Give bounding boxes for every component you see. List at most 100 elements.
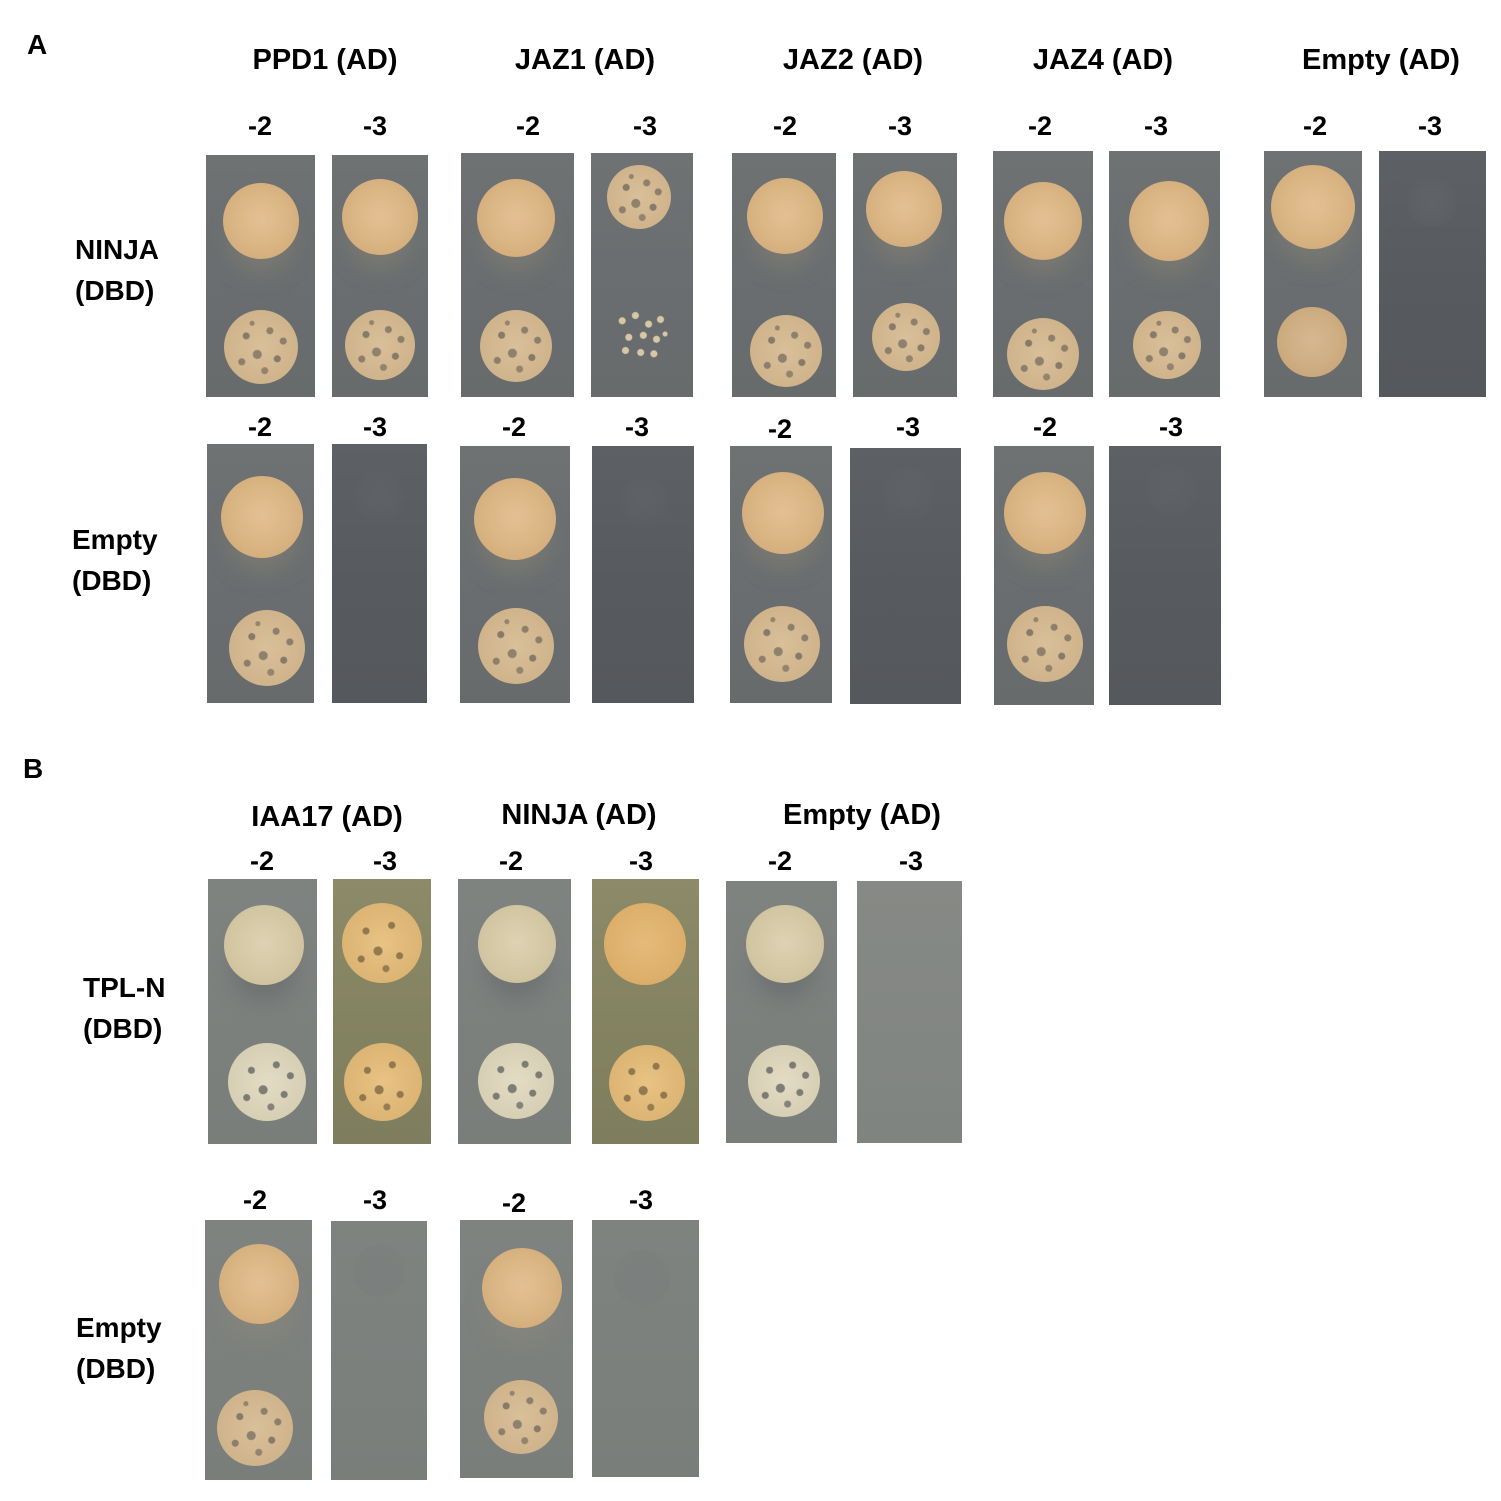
yeast-colony-spot	[224, 310, 298, 384]
yeast-colony-spot	[1271, 165, 1355, 249]
yeast-colony-spot	[474, 478, 556, 560]
dilution-label: -3	[362, 111, 388, 141]
dilution-label: -3	[1158, 412, 1184, 442]
yeast-colony-spot	[620, 476, 670, 526]
yeast-strip	[993, 151, 1093, 397]
yeast-colony-spot	[748, 1045, 820, 1117]
yeast-strip	[1264, 151, 1362, 397]
panel-b-column-title-iaa17: IAA17 (AD)	[251, 801, 403, 833]
dilution-label: -2	[242, 1185, 268, 1215]
yeast-colony-spot	[229, 610, 305, 686]
yeast-strip	[333, 879, 431, 1144]
yeast-colony-spot	[1133, 311, 1201, 379]
yeast-colony-spot	[750, 315, 822, 387]
yeast-colony-spot	[1004, 182, 1082, 260]
yeast-strip	[592, 879, 699, 1144]
yeast-colony-spot	[746, 905, 824, 983]
dilution-label: -2	[249, 846, 275, 876]
yeast-colony-spot	[484, 1380, 558, 1454]
yeast-strip	[1109, 151, 1220, 397]
yeast-strip	[208, 879, 317, 1144]
yeast-colony-spot	[866, 171, 942, 247]
yeast-colony-spot	[604, 903, 686, 985]
panel-b-column-title-empty: Empty (AD)	[783, 799, 941, 831]
panel-a-column-title-jaz1: JAZ1 (AD)	[514, 44, 656, 76]
yeast-strip	[460, 1220, 573, 1478]
dilution-label: -2	[1032, 412, 1058, 442]
yeast-colony-spot	[882, 468, 934, 520]
dilution-label: -2	[1302, 111, 1328, 141]
panel-a-row-label-empty: Empty (DBD)	[72, 524, 158, 596]
yeast-colony-spot	[342, 179, 418, 255]
yeast-strip	[1379, 151, 1486, 397]
yeast-colony-spot	[747, 178, 823, 254]
panel-a-column-title-empty: Empty (AD)	[1302, 44, 1460, 76]
yeast-colony-spot	[477, 179, 555, 257]
dilution-label: -2	[501, 412, 527, 442]
dilution-label: -3	[1417, 111, 1443, 141]
yeast-colony-spot	[478, 905, 556, 983]
yeast-strip	[853, 153, 957, 397]
panel-b-column-title-ninja: NINJA (AD)	[501, 799, 657, 831]
yeast-strip	[994, 446, 1094, 705]
yeast-colony-spot	[609, 1045, 685, 1121]
yeast-colony-spot	[1007, 606, 1083, 682]
yeast-colony-spot	[217, 1390, 293, 1466]
yeast-colony-spot	[1004, 472, 1086, 554]
dilution-label: -2	[247, 412, 273, 442]
yeast-strip	[730, 446, 832, 703]
yeast-strip	[332, 155, 428, 397]
dilution-label: -3	[372, 846, 398, 876]
yeast-colony-spot	[345, 310, 415, 380]
panel-b-row-label-tpl-n: TPL-N (DBD)	[83, 972, 166, 1044]
yeast-strip	[732, 153, 836, 397]
dilution-label: -2	[1027, 111, 1053, 141]
dilution-label: -3	[895, 412, 921, 442]
yeast-colony-spot	[1145, 464, 1197, 516]
dilution-label: -3	[898, 846, 924, 876]
yeast-strip	[458, 879, 571, 1144]
dilution-label: -3	[362, 412, 388, 442]
yeast-strip	[205, 1220, 312, 1480]
yeast-colony-spot	[342, 903, 422, 983]
dilution-label: -2	[515, 111, 541, 141]
yeast-strip	[460, 446, 570, 703]
panel-b-row-label-empty: Empty (DBD)	[76, 1312, 162, 1384]
yeast-strip	[726, 881, 837, 1143]
dilution-label: -3	[1143, 111, 1169, 141]
panel-a-column-title-jaz2: JAZ2 (AD)	[782, 44, 924, 76]
dilution-label: -3	[624, 412, 650, 442]
panel-a-column-title-ppd1: PPD1 (AD)	[252, 44, 398, 76]
dilution-label: -2	[498, 846, 524, 876]
dilution-label: -2	[767, 846, 793, 876]
dilution-label: -3	[628, 1185, 654, 1215]
yeast-colony-spot	[1407, 177, 1457, 227]
yeast-strip	[591, 153, 693, 397]
yeast-colony-spot	[228, 1043, 306, 1121]
dilution-label: -3	[632, 111, 658, 141]
yeast-strip	[206, 155, 315, 397]
yeast-colony-spot	[482, 1248, 562, 1328]
yeast-colony-spot	[223, 183, 299, 259]
yeast-strip	[850, 448, 961, 704]
yeast-strip	[592, 1220, 699, 1477]
yeast-strip	[207, 444, 314, 703]
panel-b-letter: B	[23, 753, 44, 784]
yeast-colony-spot	[224, 905, 304, 985]
dilution-label: -2	[767, 414, 793, 444]
dilution-label: -2	[501, 1188, 527, 1218]
yeast-colony-spot	[744, 606, 820, 682]
dilution-label: -3	[887, 111, 913, 141]
panel-a-row-label-ninja: NINJA (DBD)	[75, 234, 160, 306]
panel-a-column-title-jaz4: JAZ4 (AD)	[1032, 44, 1174, 76]
yeast-colony-spot	[607, 165, 671, 229]
yeast-strip	[857, 881, 962, 1143]
yeast-colony-spot	[354, 472, 404, 522]
yeast-colony-spot	[478, 1043, 554, 1119]
yeast-colony-spot	[478, 608, 554, 684]
dilution-label: -2	[772, 111, 798, 141]
yeast-colony-spot	[614, 1250, 670, 1306]
yeast-strip	[332, 444, 427, 703]
yeast-colony-spot	[1277, 307, 1347, 377]
yeast-colony-spot	[353, 1245, 405, 1297]
